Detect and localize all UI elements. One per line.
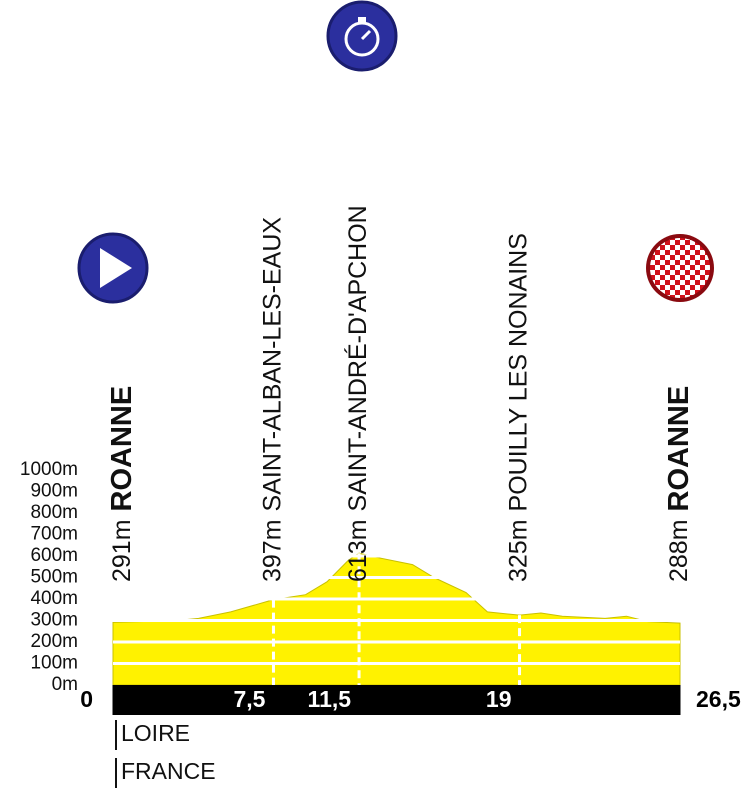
waypoint-name: SAINT-ANDRÉ-D'APCHON bbox=[343, 205, 372, 511]
x-tick-label: 19 bbox=[486, 686, 512, 712]
waypoint-name: POUILLY LES NONAINS bbox=[504, 233, 532, 511]
regions: LOIRE FRANCE bbox=[115, 720, 216, 788]
waypoint-label: 288m ROANNE bbox=[663, 386, 695, 582]
waypoint-name: ROANNE bbox=[663, 386, 695, 512]
waypoint-label: 397m SAINT-ALBAN-LES-EAUX bbox=[258, 217, 286, 582]
y-tick-label: 400m bbox=[30, 588, 78, 609]
waypoint-elevation: 288m bbox=[665, 519, 693, 582]
y-tick-label: 500m bbox=[30, 567, 78, 588]
x-tick-label: 26,5 bbox=[696, 686, 741, 712]
x-tick-label: 0 bbox=[80, 686, 93, 712]
waypoint-label: 325m POUILLY LES NONAINS bbox=[504, 233, 532, 582]
y-tick-label: 1000m bbox=[20, 459, 78, 480]
start-icon bbox=[77, 232, 149, 304]
y-tick-label: 800m bbox=[30, 502, 78, 523]
waypoint-name: ROANNE bbox=[106, 386, 138, 512]
region-label: LOIRE bbox=[121, 720, 190, 746]
distance-bar bbox=[113, 685, 680, 715]
waypoint-name: SAINT-ALBAN-LES-EAUX bbox=[258, 217, 286, 512]
y-tick-label: 600m bbox=[30, 545, 78, 566]
waypoint-elevation: 325m bbox=[504, 519, 532, 582]
y-tick-label: 900m bbox=[30, 481, 78, 502]
y-tick-label: 100m bbox=[30, 653, 78, 674]
finish-icon bbox=[646, 234, 714, 302]
y-tick-label: 700m bbox=[30, 524, 78, 545]
waypoint-elevation: 291m bbox=[108, 519, 136, 582]
waypoint-elevation: 397m bbox=[258, 519, 286, 582]
waypoint-label: 291m ROANNE bbox=[106, 386, 138, 582]
x-tick-label: 7,5 bbox=[233, 686, 265, 712]
y-tick-label: 0m bbox=[52, 674, 78, 695]
waypoint-label: 613m SAINT-ANDRÉ-D'APCHON bbox=[343, 205, 372, 582]
x-tick-label: 11,5 bbox=[308, 686, 352, 712]
region-label: FRANCE bbox=[121, 758, 216, 784]
y-tick-label: 200m bbox=[30, 631, 78, 652]
y-tick-label: 300m bbox=[30, 610, 78, 631]
time-check-icon bbox=[326, 0, 398, 72]
waypoint-elevation: 613m bbox=[344, 519, 372, 582]
